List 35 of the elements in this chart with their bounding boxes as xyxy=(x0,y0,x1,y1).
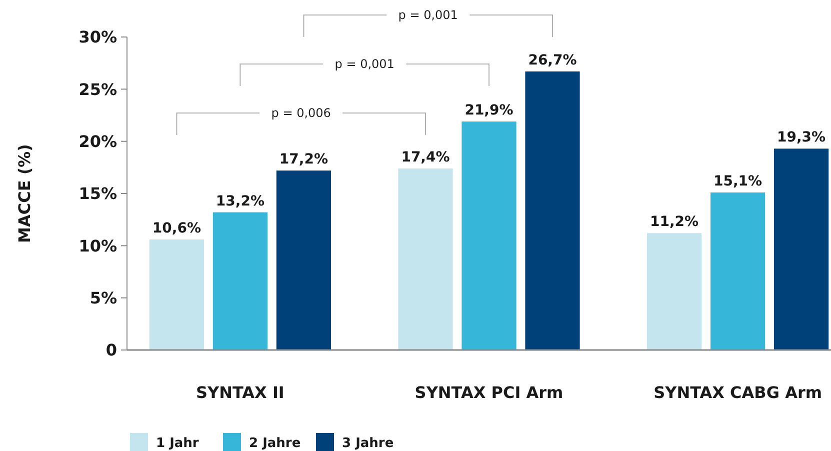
x-tick-label: SYNTAX CABG Arm xyxy=(654,383,822,402)
x-tick-label: SYNTAX II xyxy=(196,383,284,402)
bar xyxy=(212,212,268,350)
data-label: 11,2% xyxy=(650,214,699,230)
y-tick-label: 15% xyxy=(78,184,117,204)
bar xyxy=(398,168,453,350)
data-label: 13,2% xyxy=(216,193,264,210)
y-tick-label: 30% xyxy=(78,28,117,47)
data-label: 19,3% xyxy=(777,130,826,146)
legend-label: 3 Jahre xyxy=(342,436,394,451)
data-label: 21,9% xyxy=(464,102,514,119)
bar xyxy=(149,239,204,350)
y-tick-label: 10% xyxy=(78,236,117,256)
legend-label: 2 Jahre xyxy=(249,436,301,451)
bar xyxy=(525,71,580,350)
data-label: 17,4% xyxy=(401,149,450,166)
data-label: 17,2% xyxy=(279,152,328,168)
x-tick-label: SYNTAX PCI Arm xyxy=(414,383,564,402)
data-label: 15,1% xyxy=(714,173,762,190)
bar xyxy=(774,148,829,350)
y-tick-label: 25% xyxy=(78,80,117,99)
y-tick-label: 20% xyxy=(78,132,117,151)
bar xyxy=(710,192,766,350)
bar xyxy=(462,122,516,350)
y-tick-label: 0 xyxy=(106,340,117,360)
data-label: 26,7% xyxy=(528,52,577,68)
bar xyxy=(276,170,332,350)
annotation: p = 0,001 xyxy=(334,57,394,71)
y-tick-label: 5% xyxy=(90,288,117,308)
legend-label: 1 Jahr xyxy=(156,436,200,451)
text: p = 0,001 xyxy=(398,8,458,22)
annotation: p = 0,006 xyxy=(271,106,331,120)
y-axis-title: MACCE (%) xyxy=(15,144,34,243)
bar xyxy=(646,233,702,350)
data-label: 10,6% xyxy=(152,220,201,236)
